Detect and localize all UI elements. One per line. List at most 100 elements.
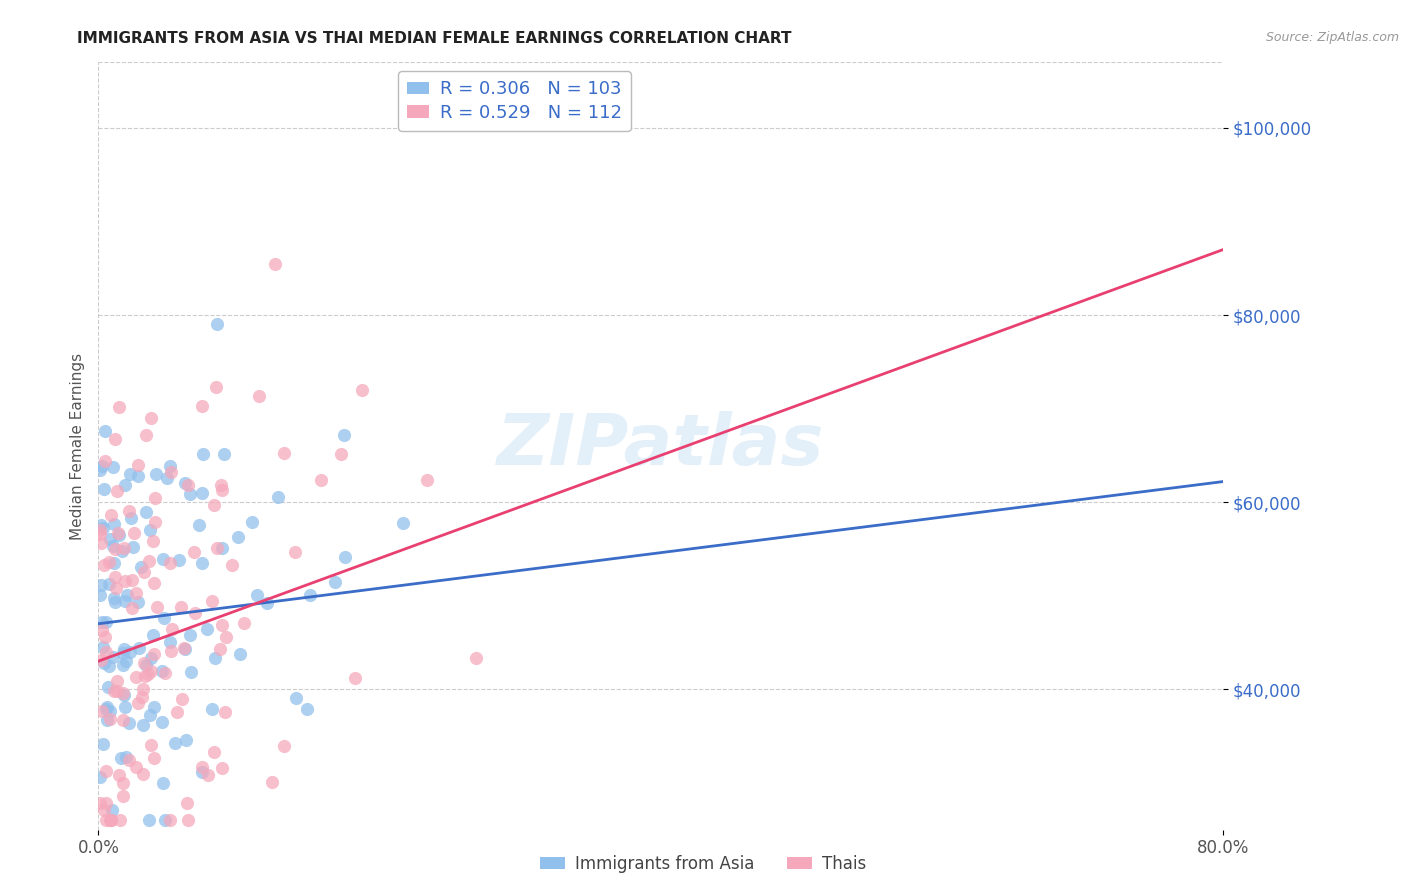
Point (207, 541, 229, 556)
Point (273, 739, 295, 753)
Point (90, 536, 112, 550)
Point (98, 704, 121, 718)
Point (205, 317, 228, 331)
Point (103, 516, 125, 531)
Point (104, 595, 127, 609)
Point (131, 690, 153, 704)
Point (101, 649, 124, 664)
Point (204, 650, 226, 665)
Point (195, 622, 218, 636)
Point (256, 596, 278, 610)
Point (115, 654, 138, 668)
Point (112, 642, 135, 657)
Point (263, 257, 285, 271)
Point (159, 814, 181, 828)
Point (128, 640, 150, 655)
Point (135, 428, 157, 442)
Point (188, 517, 211, 532)
Point (132, 718, 155, 732)
Point (91, 521, 114, 535)
Point (93, 803, 115, 817)
Point (93, 656, 115, 670)
Point (179, 628, 201, 642)
Point (90, 704, 112, 718)
Point (104, 570, 127, 584)
Point (169, 553, 191, 567)
Point (108, 400, 131, 414)
Point (110, 751, 132, 765)
Point (211, 541, 233, 555)
Point (180, 665, 202, 679)
Point (98, 532, 121, 546)
Point (98, 576, 121, 591)
Point (135, 658, 157, 673)
Point (273, 446, 295, 460)
Y-axis label: Median Female Earnings: Median Female Earnings (69, 352, 84, 540)
Point (90, 578, 112, 592)
Point (121, 600, 143, 615)
Point (215, 630, 238, 644)
Point (124, 670, 146, 684)
Point (211, 761, 233, 775)
Point (233, 616, 256, 631)
Point (135, 505, 157, 519)
Point (112, 688, 135, 702)
Point (89, 797, 111, 811)
Point (343, 671, 366, 685)
Point (96, 700, 118, 714)
Point (127, 696, 149, 710)
Point (211, 483, 233, 498)
Point (103, 542, 125, 557)
Point (90, 458, 112, 473)
Point (121, 574, 143, 588)
Point (209, 477, 232, 491)
Point (115, 749, 138, 764)
Point (98, 659, 121, 673)
Point (155, 665, 177, 680)
Point (139, 707, 162, 722)
Point (297, 702, 319, 716)
Text: Source: ZipAtlas.com: Source: ZipAtlas.com (1265, 31, 1399, 45)
Point (221, 558, 243, 573)
Point (145, 467, 167, 481)
Point (211, 617, 233, 632)
Text: IMMIGRANTS FROM ASIA VS THAI MEDIAN FEMALE EARNINGS CORRELATION CHART: IMMIGRANTS FROM ASIA VS THAI MEDIAN FEMA… (77, 31, 792, 46)
Point (96, 702, 118, 716)
Point (94, 630, 117, 644)
Point (465, 651, 488, 665)
Point (112, 541, 135, 555)
Point (299, 588, 322, 602)
Point (170, 599, 193, 614)
Point (159, 465, 181, 479)
Point (176, 814, 198, 828)
Point (392, 516, 415, 530)
Point (94, 425, 117, 439)
Point (103, 556, 125, 570)
Point (226, 530, 249, 544)
Point (184, 606, 207, 620)
Point (89, 770, 111, 784)
Point (118, 467, 141, 481)
Point (105, 684, 128, 698)
Point (201, 702, 224, 716)
Point (170, 691, 193, 706)
Point (90, 615, 112, 630)
Point (89, 463, 111, 477)
Point (152, 664, 174, 678)
Point (125, 760, 148, 774)
Point (153, 610, 176, 624)
Point (122, 540, 145, 554)
Point (246, 588, 269, 602)
Point (94, 454, 117, 468)
Point (127, 468, 149, 483)
Point (111, 775, 134, 789)
Point (139, 524, 162, 538)
Point (266, 491, 288, 505)
Point (229, 647, 252, 661)
Point (330, 447, 353, 461)
Point (91, 737, 114, 751)
Point (191, 556, 214, 570)
Point (190, 760, 212, 774)
Point (284, 544, 307, 558)
Point (91, 624, 114, 638)
